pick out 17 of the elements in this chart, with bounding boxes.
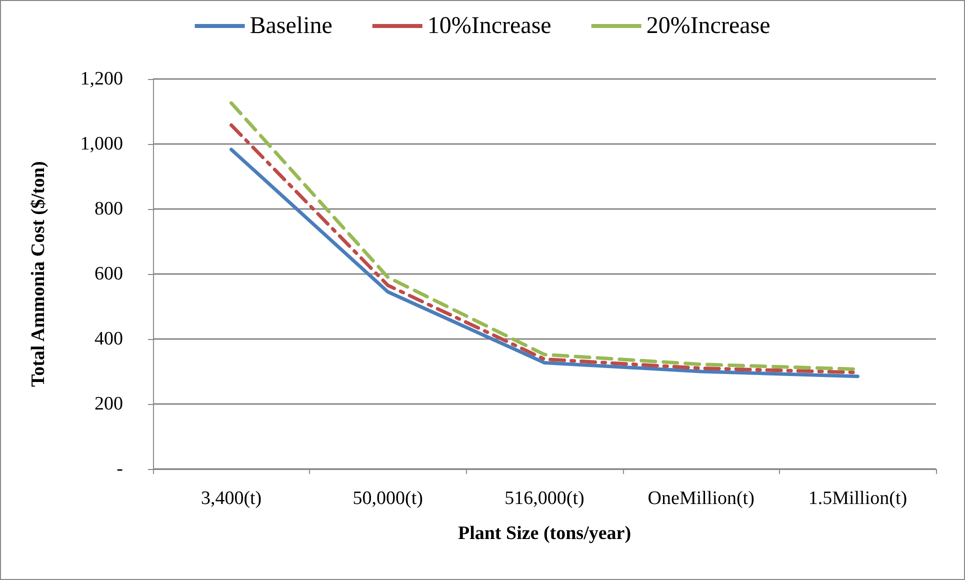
y-tick-label: 600: [94, 264, 123, 284]
legend-label: Baseline: [250, 13, 332, 39]
legend-label: 20%Increase: [646, 13, 770, 39]
x-tick-label: OneMillion(t): [648, 488, 754, 509]
y-tick-label: 800: [94, 198, 123, 220]
x-tick-label: 50,000(t): [352, 488, 423, 509]
y-axis-title: Total Ammonia Cost ($/ton): [28, 161, 49, 387]
x-tick-label: 3,400(t): [200, 488, 262, 509]
y-tick-label: 1,200: [80, 68, 123, 90]
legend-label: 10%Increase: [427, 13, 552, 39]
y-tick-label: -: [116, 458, 123, 480]
y-tick-label: 400: [94, 328, 123, 350]
x-tick-label: 1.5Million(t): [808, 488, 908, 509]
y-tick-label: 1,000: [80, 134, 123, 154]
x-tick-label: 516,000(t): [504, 488, 584, 509]
y-tick-label: 200: [94, 394, 123, 414]
x-axis-title: Plant Size (tons/year): [458, 523, 632, 544]
